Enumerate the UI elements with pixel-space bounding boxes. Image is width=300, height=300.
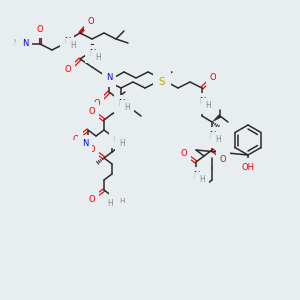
Text: H: H	[13, 40, 19, 49]
Text: N: N	[82, 140, 88, 148]
Text: OH: OH	[242, 163, 254, 172]
Text: H: H	[215, 136, 221, 145]
Text: N: N	[193, 172, 199, 181]
Text: N: N	[106, 74, 112, 82]
Text: H: H	[199, 176, 205, 184]
Text: N: N	[118, 100, 124, 109]
Text: H: H	[88, 143, 94, 152]
Polygon shape	[212, 115, 221, 122]
Text: H: H	[119, 199, 125, 208]
Text: H: H	[80, 147, 85, 153]
Text: S: S	[159, 77, 165, 87]
Text: H: H	[70, 41, 76, 50]
Text: O: O	[94, 98, 100, 107]
Text: O: O	[181, 148, 187, 158]
Text: H: H	[76, 143, 82, 152]
Text: O: O	[89, 106, 95, 116]
Text: N: N	[209, 131, 215, 140]
Text: O: O	[88, 16, 94, 26]
Text: H: H	[205, 101, 211, 110]
Text: 2: 2	[18, 44, 22, 50]
Text: H: H	[119, 198, 125, 204]
Text: O: O	[37, 25, 43, 34]
Text: N: N	[22, 40, 28, 49]
Text: N: N	[89, 50, 95, 58]
Text: N: N	[64, 38, 70, 46]
Text: N: N	[199, 98, 205, 106]
Text: O: O	[65, 65, 71, 74]
Text: H: H	[119, 139, 125, 148]
Text: N: N	[113, 194, 119, 203]
Text: O: O	[89, 194, 95, 203]
Text: O: O	[89, 145, 95, 154]
Text: N: N	[82, 140, 88, 148]
Text: O: O	[73, 134, 79, 143]
Text: O: O	[210, 73, 216, 82]
Text: O: O	[220, 154, 226, 164]
Text: H: H	[107, 199, 113, 208]
Text: H: H	[95, 53, 101, 62]
Text: N: N	[113, 134, 119, 143]
Text: H: H	[124, 103, 130, 112]
